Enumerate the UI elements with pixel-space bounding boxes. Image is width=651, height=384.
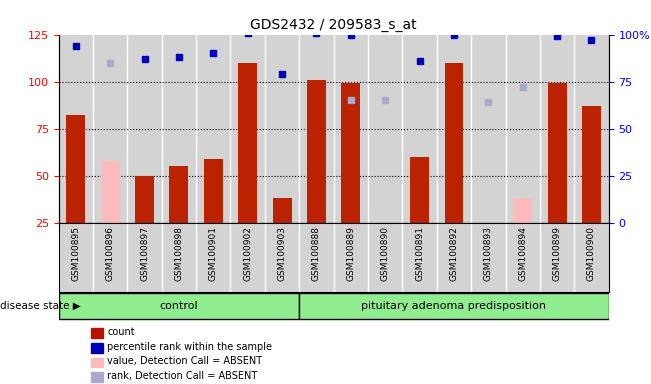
Text: control: control bbox=[159, 301, 199, 311]
Bar bbox=[410, 157, 429, 223]
Text: pituitary adenoma predisposition: pituitary adenoma predisposition bbox=[361, 301, 546, 311]
Text: GSM100900: GSM100900 bbox=[587, 226, 596, 281]
FancyBboxPatch shape bbox=[59, 293, 299, 319]
Text: count: count bbox=[107, 327, 135, 337]
FancyBboxPatch shape bbox=[299, 293, 609, 319]
Text: GSM100894: GSM100894 bbox=[518, 226, 527, 281]
Bar bbox=[307, 80, 326, 223]
Text: GSM100892: GSM100892 bbox=[449, 226, 458, 281]
Text: GSM100903: GSM100903 bbox=[277, 226, 286, 281]
Bar bbox=[273, 198, 292, 223]
Text: GSM100896: GSM100896 bbox=[105, 226, 115, 281]
Bar bbox=[445, 63, 464, 223]
Text: GSM100901: GSM100901 bbox=[209, 226, 218, 281]
Text: GSM100898: GSM100898 bbox=[174, 226, 184, 281]
Text: disease state ▶: disease state ▶ bbox=[0, 301, 81, 311]
Text: GSM100895: GSM100895 bbox=[71, 226, 80, 281]
Bar bbox=[169, 166, 188, 223]
Text: GSM100893: GSM100893 bbox=[484, 226, 493, 281]
Text: GSM100890: GSM100890 bbox=[381, 226, 390, 281]
Bar bbox=[582, 106, 601, 223]
Bar bbox=[66, 116, 85, 223]
Bar bbox=[101, 161, 120, 223]
Text: GSM100899: GSM100899 bbox=[553, 226, 562, 281]
Bar bbox=[513, 198, 532, 223]
Bar bbox=[547, 83, 566, 223]
Title: GDS2432 / 209583_s_at: GDS2432 / 209583_s_at bbox=[251, 18, 417, 32]
Bar bbox=[238, 63, 257, 223]
Text: GSM100888: GSM100888 bbox=[312, 226, 321, 281]
Text: GSM100891: GSM100891 bbox=[415, 226, 424, 281]
Text: GSM100902: GSM100902 bbox=[243, 226, 252, 281]
Text: percentile rank within the sample: percentile rank within the sample bbox=[107, 342, 272, 352]
Text: GSM100897: GSM100897 bbox=[140, 226, 149, 281]
Text: GSM100889: GSM100889 bbox=[346, 226, 355, 281]
Text: value, Detection Call = ABSENT: value, Detection Call = ABSENT bbox=[107, 356, 262, 366]
Bar bbox=[135, 176, 154, 223]
Text: rank, Detection Call = ABSENT: rank, Detection Call = ABSENT bbox=[107, 371, 258, 381]
Bar bbox=[204, 159, 223, 223]
Bar bbox=[341, 83, 360, 223]
